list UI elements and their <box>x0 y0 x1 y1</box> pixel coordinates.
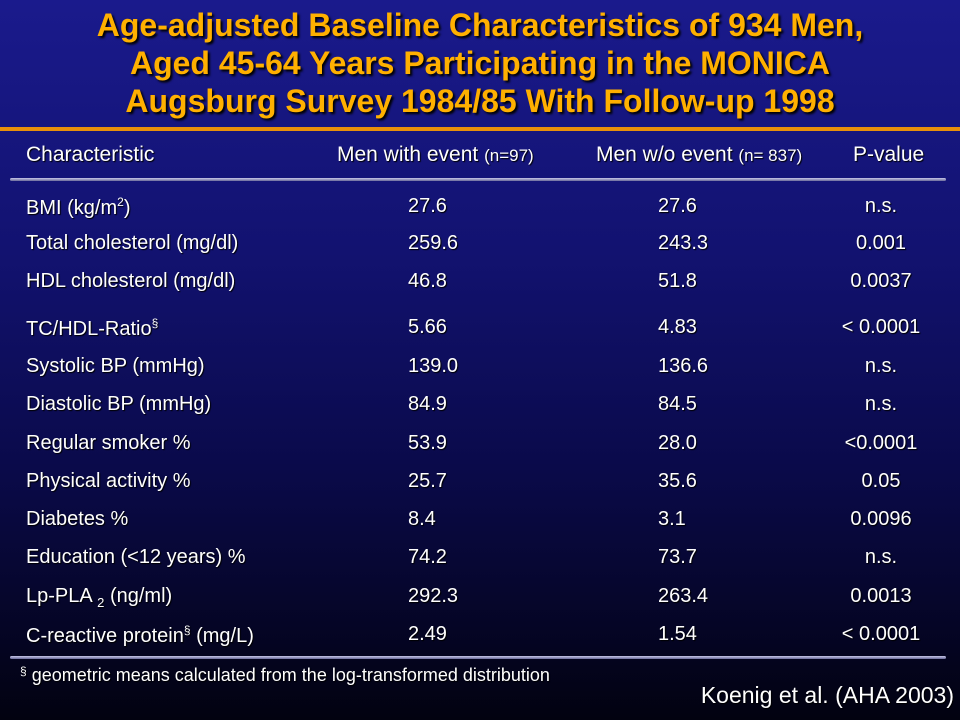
characteristic-cell: TC/HDL-Ratio§ <box>26 316 158 341</box>
table-row: Diabetes % 8.4 3.1 0.0096 <box>0 508 960 538</box>
with-event-value: 46.8 <box>408 270 447 292</box>
p-value: 0.0037 <box>850 270 912 292</box>
characteristic-label: C-reactive protein <box>26 625 184 647</box>
table-row: BMI (kg/m2) 27.6 27.6 n.s. <box>0 195 960 225</box>
characteristic-cell: Diabetes % <box>26 508 128 531</box>
with-event-value: 139.0 <box>408 355 459 377</box>
without-event-value: 136.6 <box>658 355 709 377</box>
characteristic-superscript: § <box>151 316 159 330</box>
table-row: Lp-PLA 2 (ng/ml) 292.3 263.4 0.0013 <box>0 585 960 615</box>
characteristic-superscript: § <box>183 623 191 637</box>
p-value: 0.0013 <box>850 585 912 607</box>
with-event-value: 259.6 <box>408 232 459 254</box>
characteristic-label: Regular smoker % <box>26 432 191 454</box>
title-line-3: Augsburg Survey 1984/85 With Follow-up 1… <box>125 83 835 119</box>
characteristic-label: Diastolic BP (mmHg) <box>26 393 212 415</box>
table-row: Systolic BP (mmHg) 139.0 136.6 n.s. <box>0 355 960 385</box>
p-value: n.s. <box>864 393 898 415</box>
characteristic-cell: Diastolic BP (mmHg) <box>26 393 211 416</box>
p-value: <0.0001 <box>844 432 918 454</box>
characteristic-label: BMI (kg/m <box>26 197 118 219</box>
p-value: 0.0096 <box>850 508 912 530</box>
title-line-2: Aged 45-64 Years Participating in the MO… <box>129 45 831 81</box>
characteristic-label: Total cholesterol (mg/dl) <box>26 232 239 254</box>
without-event-value: 35.6 <box>658 470 697 492</box>
characteristic-cell: Regular smoker % <box>26 432 191 455</box>
header-with-event-label: Men with event <box>337 143 485 166</box>
footnote-text: geometric means calculated from the log-… <box>26 665 550 685</box>
without-event-value: 3.1 <box>658 508 686 530</box>
with-event-value: 84.9 <box>408 393 447 415</box>
header-p-value: P-value <box>853 143 925 166</box>
characteristic-label: Physical activity % <box>26 470 191 492</box>
p-value: 0.05 <box>861 470 901 492</box>
characteristic-cell: C-reactive protein§ (mg/L) <box>26 623 254 648</box>
table-row: Diastolic BP (mmHg) 84.9 84.5 n.s. <box>0 393 960 423</box>
p-value: n.s. <box>864 546 898 568</box>
characteristic-superscript: 2 <box>117 195 124 209</box>
slide-title: Age-adjusted Baseline Characteristics of… <box>0 6 960 120</box>
p-value: n.s. <box>864 355 898 377</box>
table-row: Physical activity % 25.7 35.6 0.05 <box>0 470 960 500</box>
title-divider <box>0 127 960 131</box>
footnote-mark: § <box>20 664 27 678</box>
without-event-value: 27.6 <box>658 195 697 217</box>
table-row: Total cholesterol (mg/dl) 259.6 243.3 0.001 <box>0 232 960 262</box>
header-with-event: Men with event (n=97) <box>337 143 534 167</box>
characteristic-label: Lp-PLA <box>26 585 98 607</box>
with-event-value: 27.6 <box>408 195 447 217</box>
characteristic-cell: Lp-PLA 2 (ng/ml) <box>26 585 172 610</box>
characteristic-cell: Systolic BP (mmHg) <box>26 355 205 378</box>
table-row: Education (<12 years) % 74.2 73.7 n.s. <box>0 546 960 576</box>
table-row: HDL cholesterol (mg/dl) 46.8 51.8 0.0037 <box>0 270 960 300</box>
header-without-event-n: (n= 837) <box>738 146 803 165</box>
without-event-value: 73.7 <box>658 546 697 568</box>
with-event-value: 53.9 <box>408 432 447 454</box>
with-event-value: 8.4 <box>408 508 436 530</box>
p-value: < 0.0001 <box>841 316 921 338</box>
characteristic-label: TC/HDL-Ratio <box>26 318 152 340</box>
p-value: 0.001 <box>855 232 907 254</box>
characteristic-subscript: 2 <box>97 595 105 610</box>
footnote: § geometric means calculated from the lo… <box>20 664 550 686</box>
table-row: TC/HDL-Ratio§ 5.66 4.83 < 0.0001 <box>0 316 960 346</box>
header-without-event-label: Men w/o event <box>596 143 739 166</box>
with-event-value: 5.66 <box>408 316 447 338</box>
without-event-value: 84.5 <box>658 393 697 415</box>
without-event-value: 28.0 <box>658 432 697 454</box>
characteristic-suffix: ) <box>123 197 131 219</box>
header-without-event: Men w/o event (n= 837) <box>596 143 802 167</box>
characteristic-label: Diabetes % <box>26 508 129 530</box>
characteristic-cell: Physical activity % <box>26 470 191 493</box>
without-event-value: 243.3 <box>658 232 709 254</box>
with-event-value: 2.49 <box>408 623 447 645</box>
with-event-value: 25.7 <box>408 470 447 492</box>
title-line-1: Age-adjusted Baseline Characteristics of… <box>96 7 864 43</box>
with-event-value: 74.2 <box>408 546 447 568</box>
characteristic-cell: BMI (kg/m2) <box>26 195 130 220</box>
citation: Koenig et al. (AHA 2003) <box>700 682 954 708</box>
without-event-value: 51.8 <box>658 270 697 292</box>
header-with-event-n: (n=97) <box>484 146 534 165</box>
table-row: Regular smoker % 53.9 28.0 <0.0001 <box>0 432 960 462</box>
footer-divider <box>10 656 946 659</box>
without-event-value: 263.4 <box>658 585 709 607</box>
characteristic-suffix: (ng/ml) <box>104 585 173 607</box>
characteristic-label: Education (<12 years) % <box>26 546 246 568</box>
p-value: < 0.0001 <box>841 623 921 645</box>
without-event-value: 1.54 <box>658 623 697 645</box>
characteristic-label: Systolic BP (mmHg) <box>26 355 205 377</box>
header-divider <box>10 178 946 181</box>
characteristic-cell: HDL cholesterol (mg/dl) <box>26 270 235 293</box>
characteristic-cell: Education (<12 years) % <box>26 546 246 569</box>
characteristic-label: HDL cholesterol (mg/dl) <box>26 270 236 292</box>
characteristic-cell: Total cholesterol (mg/dl) <box>26 232 238 255</box>
without-event-value: 4.83 <box>658 316 697 338</box>
header-characteristic: Characteristic <box>26 143 155 166</box>
characteristic-suffix: (mg/L) <box>190 625 254 647</box>
with-event-value: 292.3 <box>408 585 459 607</box>
p-value: n.s. <box>864 195 898 217</box>
table-row: C-reactive protein§ (mg/L) 2.49 1.54 < 0.00… <box>0 623 960 653</box>
